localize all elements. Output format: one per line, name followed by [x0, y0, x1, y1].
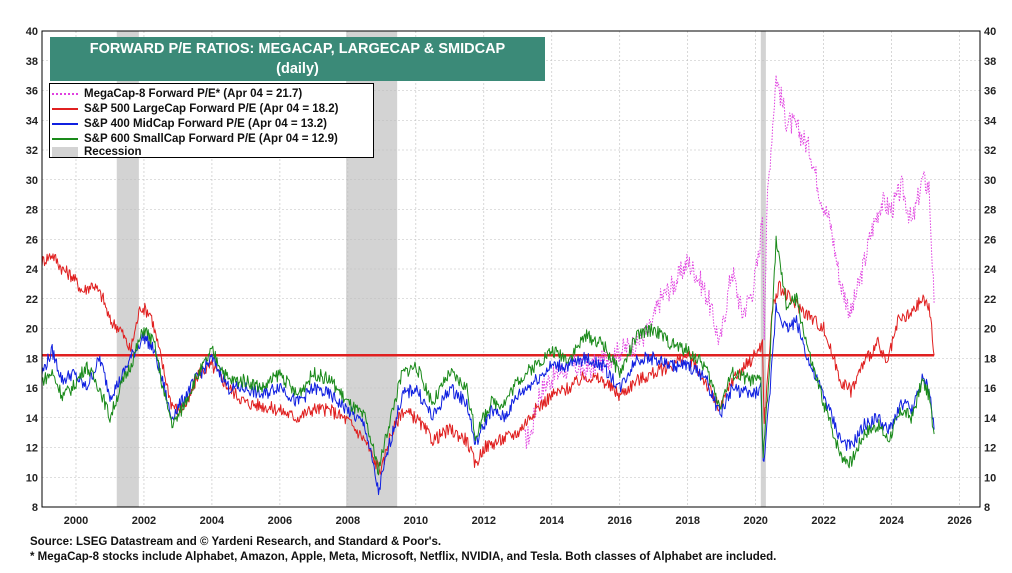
x-tick-label: 2002	[132, 515, 156, 527]
x-tick-label: 2006	[268, 515, 292, 527]
y-tick-label-right: 12	[984, 443, 996, 455]
y-tick-label-left: 32	[26, 145, 38, 157]
y-axis-left-labels: 8 10 12 14 16 18 20 22 24 26 28 30 32 34 36 38 40	[26, 26, 39, 514]
y-tick-label-right: 16	[984, 383, 996, 395]
plot-border	[41, 30, 981, 508]
x-tick-label: 2026	[947, 515, 971, 527]
x-axis-labels: 2000 2002 2004 2006 2008 2010 2012 2014 2016 2018…	[64, 515, 972, 527]
series-line	[41, 253, 935, 475]
x-tick-label: 2016	[608, 515, 632, 527]
y-tick-label-left: 40	[26, 26, 38, 38]
legend-item-megacap: MegaCap-8 Forward P/E* (Apr 04 = 21.7)	[52, 86, 302, 101]
legend-swatch-megacap	[52, 92, 78, 95]
y-tick-label-left: 12	[26, 443, 38, 455]
legend-label-sp500: S&P 500 LargeCap Forward P/E (Apr 04 = 1…	[84, 102, 339, 115]
y-tick-label-right: 30	[984, 175, 996, 187]
x-tick-label: 2018	[675, 515, 699, 527]
legend-label-sp600: S&P 600 SmallCap Forward P/E (Apr 04 = 1…	[84, 132, 338, 145]
legend-item-sp600: S&P 600 SmallCap Forward P/E (Apr 04 = 1…	[52, 131, 338, 146]
x-tick-label: 2000	[64, 515, 88, 527]
x-tick-label: 2008	[336, 515, 360, 527]
x-tick-label: 2024	[879, 515, 904, 527]
y-tick-label-right: 38	[984, 56, 996, 68]
y-tick-label-right: 10	[984, 472, 996, 484]
x-tick-label: 2014	[540, 515, 565, 527]
y-tick-label-right: 24	[984, 264, 997, 276]
y-axis-right-labels: 8 10 12 14 16 18 20 22 24 26 28 30 32 34 36 38 40	[984, 26, 997, 514]
legend-swatch-sp400	[52, 122, 78, 125]
legend-label-megacap: MegaCap-8 Forward P/E* (Apr 04 = 21.7)	[84, 87, 303, 100]
x-tick-label: 2020	[743, 515, 767, 527]
y-tick-label-right: 18	[984, 353, 996, 365]
y-tick-label-left: 34	[26, 115, 39, 127]
y-tick-label-right: 28	[984, 205, 996, 217]
y-tick-label-right: 14	[984, 413, 997, 425]
legend-item-recession: Recession	[52, 144, 142, 159]
x-tick-label: 2010	[404, 515, 428, 527]
y-tick-label-left: 14	[26, 413, 39, 425]
y-tick-label-left: 8	[32, 502, 38, 514]
y-tick-label-left: 24	[26, 264, 39, 276]
y-tick-label-right: 8	[984, 502, 990, 514]
y-tick-label-right: 26	[984, 234, 996, 246]
y-tick-label-right: 40	[984, 26, 996, 38]
x-tick-label: 2004	[200, 515, 225, 527]
y-tick-label-left: 18	[26, 353, 38, 365]
y-tick-label-left: 16	[26, 383, 38, 395]
y-tick-label-right: 32	[984, 145, 996, 157]
chart-title: FORWARD P/E RATIOS: MEGACAP, LARGECAP & …	[89, 41, 506, 57]
y-tick-label-right: 36	[984, 86, 996, 98]
x-tick-label: 2012	[472, 515, 496, 527]
source-note: Source: LSEG Datastream and © Yardeni Re…	[30, 536, 442, 548]
legend-swatch-sp600	[52, 137, 78, 140]
series-lines	[41, 74, 935, 496]
y-tick-label-left: 22	[26, 294, 38, 306]
series-line	[41, 235, 935, 476]
series-line	[41, 302, 935, 496]
legend-label-recession: Recession	[84, 145, 142, 158]
y-tick-label-right: 34	[984, 115, 997, 127]
y-tick-label-left: 38	[26, 56, 38, 68]
chart-title-box: FORWARD P/E RATIOS: MEGACAP, LARGECAP & …	[50, 37, 545, 81]
chart-subtitle: (daily)	[276, 61, 319, 77]
y-tick-label-left: 30	[26, 175, 38, 187]
x-tick-label: 2022	[811, 515, 835, 527]
y-tick-label-right: 20	[984, 324, 996, 336]
footnote: * MegaCap-8 stocks include Alphabet, Ama…	[30, 551, 777, 563]
legend-item-sp500: S&P 500 LargeCap Forward P/E (Apr 04 = 1…	[52, 101, 338, 116]
y-tick-label-left: 36	[26, 86, 38, 98]
legend: MegaCap-8 Forward P/E* (Apr 04 = 21.7) S…	[49, 83, 374, 158]
y-tick-label-left: 10	[26, 472, 38, 484]
legend-swatch-sp500	[52, 107, 78, 110]
y-tick-label-left: 20	[26, 324, 38, 336]
legend-label-sp400: S&P 400 MidCap Forward P/E (Apr 04 = 13.…	[84, 117, 327, 130]
y-tick-label-left: 28	[26, 205, 38, 217]
legend-swatch-recession	[52, 146, 78, 157]
legend-item-sp400: S&P 400 MidCap Forward P/E (Apr 04 = 13.…	[52, 116, 327, 131]
y-tick-label-right: 22	[984, 294, 996, 306]
y-tick-label-left: 26	[26, 234, 38, 246]
